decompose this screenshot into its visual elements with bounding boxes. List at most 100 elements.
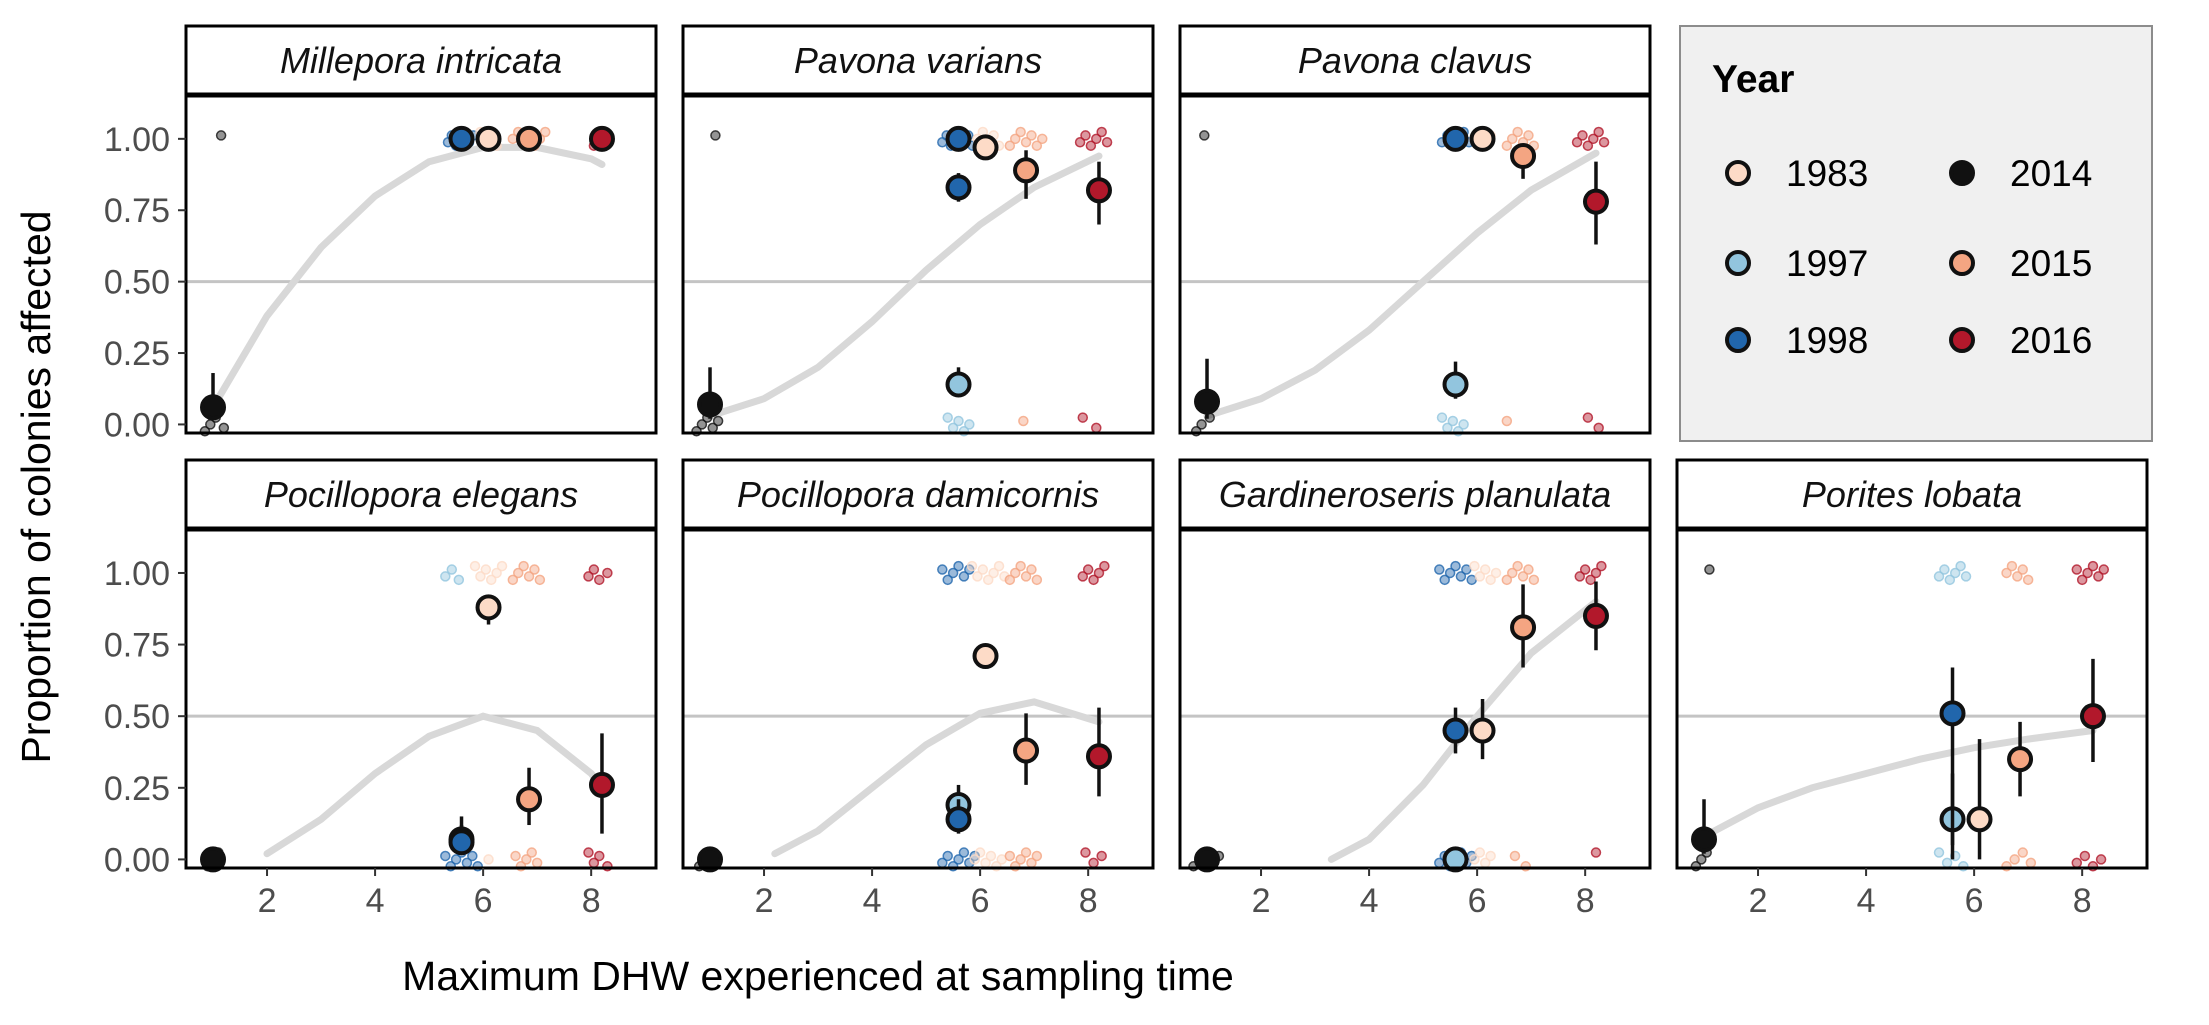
raw-observation [942,574,953,586]
raw-observation [594,850,605,862]
raw-observation [1485,850,1496,862]
raw-observation [2095,854,2107,865]
raw-observation [1696,854,1707,865]
raw-observation [1474,847,1486,858]
raw-observation [1501,415,1513,427]
plot-area [683,530,1153,868]
mean-point-1998 [945,174,972,201]
raw-observation [1506,133,1518,145]
raw-observation [491,567,502,579]
plot-area [1180,96,1650,433]
raw-observation [1490,567,1502,579]
raw-observation [1439,574,1450,586]
raw-observation [696,419,708,430]
fitted-curve [1203,149,1600,420]
raw-observation [594,574,605,586]
mean-point-2014 [1194,388,1221,415]
x-tick-label: 6 [971,882,990,920]
mean-point-1997 [1442,846,1469,873]
raw-observation [583,847,594,858]
raw-observation [1444,567,1456,579]
raw-observation [526,847,537,858]
raw-observation [1577,130,1588,141]
mean-point-2015 [1013,157,1040,184]
raw-observation [1447,415,1459,427]
raw-observation [2079,850,2091,862]
y-tick-label: 0.00 [104,841,170,879]
raw-observation [2076,574,2088,586]
raw-observation [218,422,230,434]
fitted-curve [209,143,606,411]
mean-point-2016 [1085,743,1112,770]
raw-observation [540,126,551,138]
panel-border [184,94,658,435]
legend-label: 1997 [1786,243,1868,284]
raw-observation [1015,854,1026,865]
raw-observation [475,571,486,582]
legend-key [1949,327,1975,353]
legend-label: 1983 [1786,153,1868,194]
raw-observation [985,850,997,862]
legend-title: Year [1712,58,1794,101]
raw-observation [1074,137,1086,148]
raw-observation [2087,560,2099,572]
raw-observation [953,560,964,572]
facet-panels: Millepora intricata0.000.250.500.751.00P… [104,24,2149,920]
raw-observation [1593,422,1604,434]
panel-pavona-varians: Pavona varians [681,24,1155,437]
raw-observation [1474,571,1486,582]
raw-observation [1080,130,1091,141]
mean-point-1998 [448,125,475,152]
raw-observation [1101,137,1113,148]
plot-area [186,530,656,868]
mean-point-2016 [1582,188,1609,215]
panel-millepora-intricata: Millepora intricata 0.00 0.25 0.50 0.75 1.00 [104,24,658,444]
raw-observation [982,574,994,586]
raw-observation [1582,140,1594,151]
raw-observation [512,567,524,579]
panel-title: Porites lobata [1802,474,2022,515]
mean-point-1997 [1442,371,1469,398]
y-tick-label: 0.75 [104,192,170,230]
raw-observation [467,850,478,862]
raw-observation [1590,567,1602,579]
raw-observation [1015,126,1026,138]
raw-observation [1588,133,1599,145]
raw-observation [1080,847,1091,858]
raw-observation [1509,850,1521,862]
raw-observation [602,567,613,579]
raw-observation [1450,560,1461,572]
raw-observation [1571,137,1583,148]
legend-key [1949,250,1975,276]
raw-observation [942,850,953,862]
legend-key [1725,160,1751,186]
x-tick-label: 4 [366,882,385,920]
legend-item-1983: 1983 [1725,153,1868,194]
raw-observation [518,560,529,572]
raw-observation [958,847,970,858]
raw-observation [521,854,532,865]
raw-observation [588,564,600,575]
panel-title: Pocillopora elegans [264,474,578,515]
panel-title: Gardineroseris planulata [1219,474,1611,515]
x-tick-label: 8 [582,882,601,920]
raw-observation [2071,564,2083,575]
x-tick-label: 8 [2073,882,2092,920]
raw-observation [1517,571,1529,582]
mean-point-2015 [1013,737,1040,764]
mean-point-1983 [972,643,999,670]
raw-observation [1020,137,1032,148]
raw-observation [1085,140,1097,151]
x-tick-label: 6 [1468,882,1487,920]
mean-point-2016 [2079,703,2106,730]
x-tick-label: 8 [1079,882,1098,920]
y-tick-label: 0.75 [104,627,170,665]
raw-observation [440,850,451,862]
raw-observation [1031,140,1043,151]
raw-observation [1436,412,1448,423]
raw-observation [1933,571,1945,582]
raw-observation [1949,567,1961,579]
mean-point-2014 [200,394,227,421]
mean-point-1998 [945,806,972,833]
mean-point-1983 [1469,125,1496,152]
